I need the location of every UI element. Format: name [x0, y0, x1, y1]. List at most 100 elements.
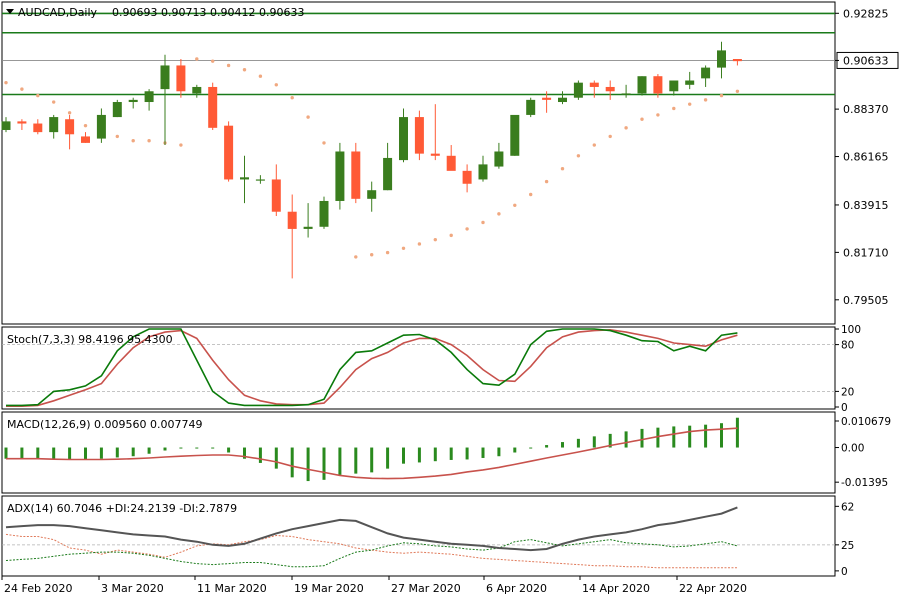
sar-dot — [20, 87, 24, 91]
candle-body-bear — [17, 121, 27, 124]
sar-dot — [385, 250, 390, 255]
macd-histogram-bar — [243, 447, 246, 459]
candle-body-bear — [462, 170, 472, 184]
macd-histogram-bar — [672, 426, 676, 448]
stoch-tick-label: 20 — [841, 386, 854, 398]
sar-dot — [226, 63, 231, 68]
chart-frame — [1, 1, 836, 577]
candle-body-bull — [701, 67, 711, 79]
sar-dot — [131, 139, 135, 143]
macd-histogram-bar — [592, 436, 596, 448]
candle-body-bull — [717, 50, 726, 68]
macd-histogram-bar — [386, 447, 390, 469]
stoch-signal-line — [6, 328, 738, 408]
macd-histogram-bar — [163, 447, 167, 451]
macd-histogram-bar — [561, 442, 564, 448]
sar-dot — [465, 227, 469, 231]
price-tick-label: 0.86165 — [843, 151, 889, 164]
date-tick-label: 6 Apr 2020 — [486, 582, 547, 595]
candle-body-bull — [367, 190, 377, 199]
candle-body-bull — [128, 99, 138, 103]
macd-histogram-bar — [115, 447, 119, 458]
sar-dot — [719, 93, 724, 98]
adx-tick-label: 62 — [841, 501, 854, 513]
candle-body-bull — [335, 151, 345, 201]
sar-dot — [624, 126, 628, 130]
candle-body-bull — [96, 114, 106, 139]
candle-body-bear — [414, 117, 424, 154]
sar-dot — [274, 83, 278, 87]
macd-histogram-bar — [258, 447, 262, 463]
sar-dot — [195, 57, 199, 61]
sar-dot — [688, 102, 692, 106]
sar-dot — [4, 80, 8, 85]
candle-body-bear — [176, 65, 186, 92]
candle-body-bear — [542, 97, 552, 100]
macd-histogram-bar — [370, 447, 374, 473]
sar-dot — [497, 212, 501, 216]
macd-histogram-bar — [20, 447, 24, 459]
candle-body-bear — [589, 82, 599, 87]
sar-dot — [703, 98, 708, 102]
macd-histogram-bar — [497, 447, 501, 457]
macd-histogram-bar — [576, 438, 580, 448]
sar-dot — [401, 246, 406, 250]
candle-body-bear — [271, 179, 281, 212]
price-tick-label: 0.92825 — [843, 7, 889, 20]
candle-body-bull — [112, 102, 122, 118]
macd-histogram-bar — [656, 427, 660, 448]
sar-dot — [656, 113, 660, 117]
sar-dot — [449, 233, 453, 238]
macd-histogram-bar — [402, 447, 405, 464]
symbol-dropdown-icon[interactable] — [6, 9, 14, 14]
candle-body-bull — [255, 179, 265, 181]
sar-dot — [735, 89, 740, 93]
adx-minus-di-line — [5, 533, 738, 569]
candle-body-bear — [33, 123, 43, 133]
candle-body-bear — [65, 119, 75, 135]
macd-histogram-bar — [131, 447, 135, 457]
macd-histogram-bar — [640, 428, 644, 448]
stoch-header: Stoch(7,3,3) 98.4196 95.4300 — [7, 333, 173, 346]
adx-main-line — [5, 506, 738, 552]
price-tick-label: 0.79505 — [843, 294, 889, 307]
sar-dot — [36, 93, 40, 98]
sar-dot — [322, 141, 326, 145]
candle-body-bull — [399, 117, 408, 161]
sar-dot — [640, 117, 644, 121]
axes: 0.92825 0.90633 0.88370 0.86165 0.83915 0.817… — [1, 7, 899, 595]
macd-histogram-bar — [147, 447, 151, 454]
macd-histogram-bar — [84, 447, 87, 460]
candle-body-bull — [494, 151, 504, 167]
stoch-main-line — [6, 328, 738, 407]
adx-tick-label: 25 — [841, 540, 854, 552]
macd-histogram-bar — [704, 424, 708, 448]
sar-dot — [290, 96, 294, 100]
sar-dot — [513, 203, 517, 207]
price-panel — [1, 12, 835, 279]
candle-body-bull — [192, 86, 202, 94]
macd-histogram-bar — [4, 447, 8, 459]
candle-body-bull — [1, 121, 11, 130]
macd-histogram-bar — [290, 447, 294, 478]
sar-dot — [370, 253, 374, 257]
macd-histogram-bar — [465, 447, 469, 460]
sar-dot — [258, 74, 263, 78]
candle-body-bear — [653, 76, 663, 94]
ohlc-header: 0.90693 0.90713 0.90412 0.90633 — [112, 6, 304, 19]
macd-tick-label: -0.01395 — [841, 477, 888, 489]
sar-dot — [52, 100, 56, 104]
macd-histogram-bar — [481, 447, 485, 458]
date-tick-label: 24 Feb 2020 — [4, 582, 72, 595]
symbol-header: AUDCAD,Daily — [18, 6, 98, 19]
macd-histogram-bar — [735, 417, 739, 448]
candle-body-bear — [81, 136, 90, 143]
sar-dot — [211, 59, 215, 63]
stochastic-panel — [2, 328, 835, 408]
sar-dot — [354, 255, 358, 259]
sar-dot — [306, 115, 310, 119]
sar-dot — [67, 111, 72, 115]
date-tick-label: 22 Apr 2020 — [679, 582, 747, 595]
macd-histogram-bar — [608, 433, 612, 448]
